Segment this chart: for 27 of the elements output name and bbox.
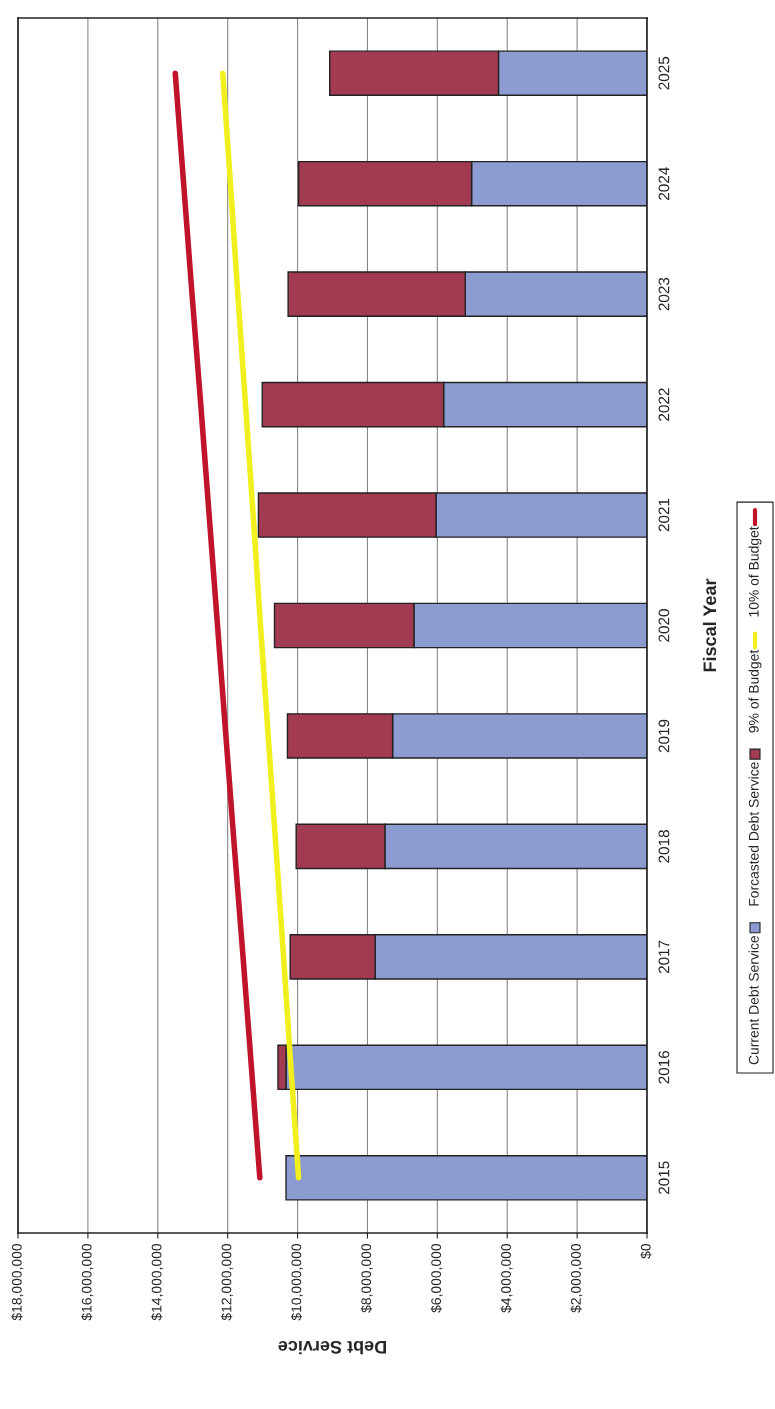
x-tick-label: $18,000,000 [11,1243,24,1321]
y-tick-label: 2018 [658,830,670,863]
y-tick-label: 2023 [658,277,670,311]
y-tick-label: 2019 [658,719,670,753]
x-tick-label: $4,000,000 [500,1243,513,1313]
y-tick-label: 2016 [658,1050,670,1084]
y-tick-label: 2017 [658,940,670,974]
x-tick-label: $0 [640,1243,652,1259]
y-axis-title: Fiscal Year [702,578,717,672]
legend-label: Forcasted Debt Service [748,762,759,906]
x-tick-label: $12,000,000 [220,1243,234,1321]
legend-label: Current Debt Service [748,935,759,1065]
y-tick-label: 2022 [658,388,670,421]
x-tick-label: $6,000,000 [430,1243,443,1313]
y-tick-label: 2015 [658,1161,670,1194]
x-tick-label: $14,000,000 [151,1243,164,1321]
legend-label: 9% of Budget [748,649,762,733]
y-tick-label: 2021 [658,498,670,532]
y-tick-label: 2020 [658,609,670,642]
x-tick-label: $8,000,000 [360,1243,373,1313]
x-tick-label: $16,000,000 [81,1243,94,1321]
legend-label: 10% of Budget [748,526,762,617]
x-tick-label: $10,000,000 [290,1243,303,1321]
x-axis-title: Debt Service [278,1340,386,1355]
y-tick-label: 2024 [658,167,670,200]
x-tick-label: $2,000,000 [570,1243,583,1313]
y-tick-label: 2025 [658,56,670,90]
